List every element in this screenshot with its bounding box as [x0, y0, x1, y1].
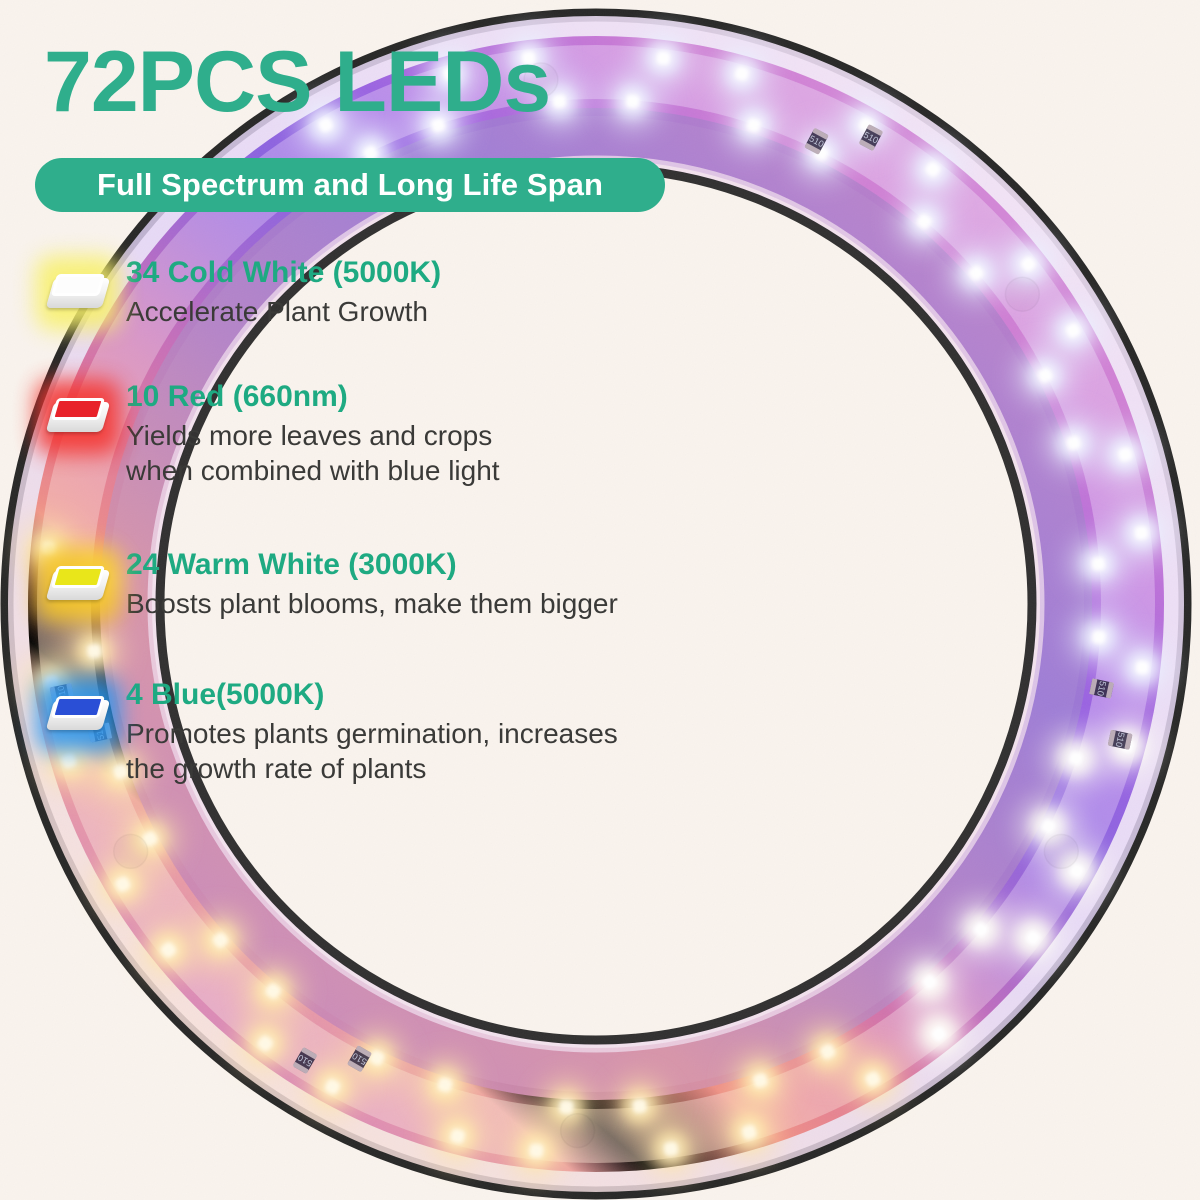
spectrum-chart	[806, 978, 1192, 1192]
svg-text:510: 510	[808, 133, 826, 149]
spec-heading: 24 Warm White (3000K)	[126, 548, 457, 581]
spec-heading: 4 Blue(5000K)	[126, 678, 325, 711]
spec-description: Accelerate Plant Growth	[126, 296, 428, 327]
spec-description: Boosts plant blooms, make them bigger	[126, 588, 618, 619]
spec-heading: 34 Cold White (5000K)	[126, 256, 442, 289]
svg-text:510: 510	[1095, 680, 1108, 697]
svg-text:510: 510	[862, 130, 880, 146]
spec-item-warm-white: 24 Warm White (3000K) Boosts plant bloom…	[36, 548, 716, 622]
subtitle-badge-label: Full Spectrum and Long Life Span	[96, 167, 604, 202]
svg-text:510: 510	[296, 1052, 314, 1068]
page-title: 72PCS LEDs	[44, 34, 551, 130]
spec-description: Promotes plants germination, increases t…	[126, 718, 618, 784]
spec-item-red: 10 Red (660nm) Yields more leaves and cr…	[36, 380, 656, 488]
spec-item-blue: 4 Blue(5000K) Promotes plants germinatio…	[36, 678, 716, 786]
subtitle-badge: Full Spectrum and Long Life Span	[35, 158, 665, 212]
svg-text:510: 510	[350, 1051, 368, 1067]
spec-heading: 10 Red (660nm)	[126, 380, 348, 413]
spec-description: Yields more leaves and crops when combin…	[126, 420, 500, 486]
spec-item-cold-white: 34 Cold White (5000K) Accelerate Plant G…	[36, 256, 656, 330]
svg-text:510: 510	[1114, 731, 1127, 748]
